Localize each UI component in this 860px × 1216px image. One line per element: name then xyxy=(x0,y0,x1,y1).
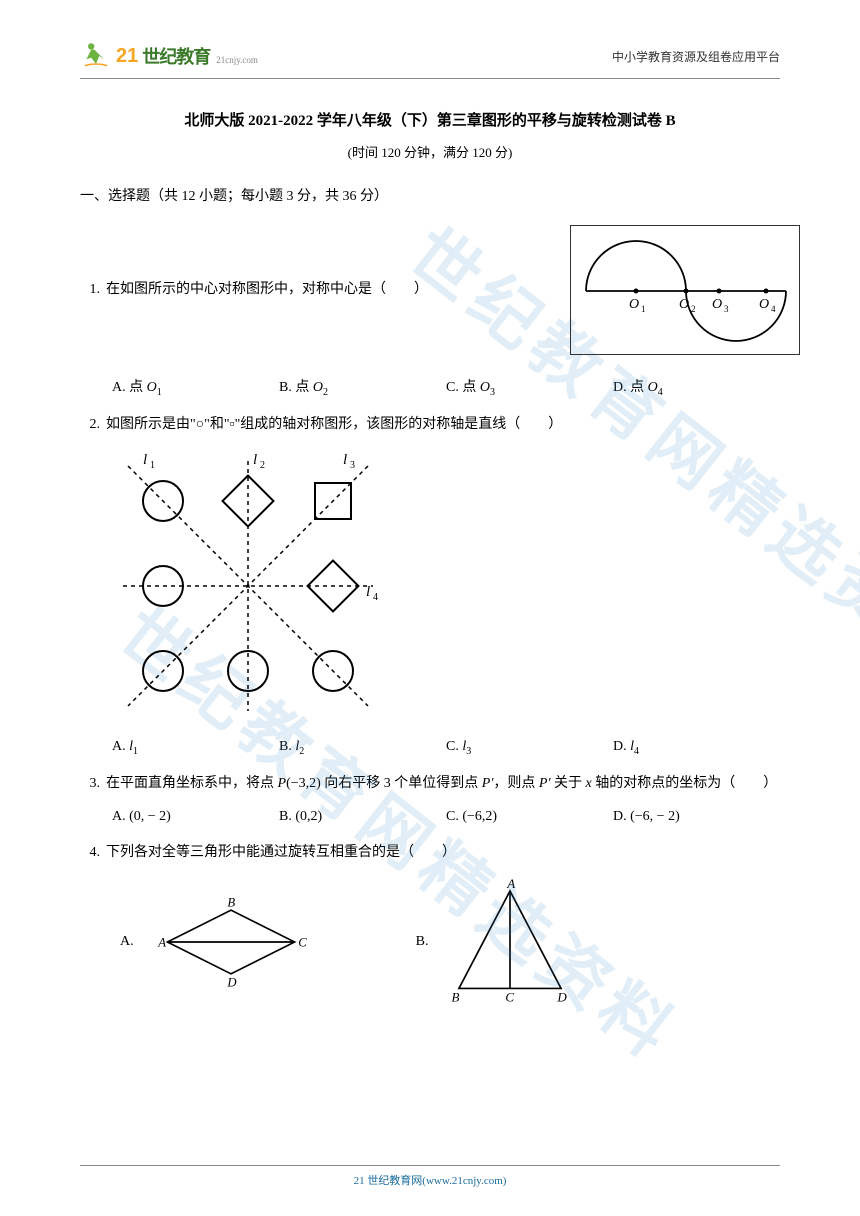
q2-number: 2. xyxy=(80,412,106,439)
q1-opt-a: A. 点 O1 xyxy=(112,375,279,402)
svg-text:3: 3 xyxy=(350,460,355,471)
q2-opt-d: D. l4 xyxy=(613,734,780,761)
page-footer: 21 世纪教育网(www.21cnjy.com) xyxy=(80,1165,780,1188)
svg-text:2: 2 xyxy=(260,460,265,471)
svg-text:C: C xyxy=(298,936,307,950)
q4-opt-b: B. A B C D xyxy=(416,877,581,1007)
svg-text:3: 3 xyxy=(724,304,729,314)
q2-figure: l1 l2 l3 l4 xyxy=(108,446,388,726)
svg-text:B: B xyxy=(452,989,460,1004)
q4-figures: A. A B C D B. A B C D xyxy=(120,877,780,1007)
q1-number: 1. xyxy=(80,277,106,304)
q2-text: 如图所示是由"○"和"▫"组成的轴对称图形，该图形的对称轴是直线（ ） xyxy=(106,412,780,439)
q1-text: 在如图所示的中心对称图形中，对称中心是（ ） xyxy=(106,277,570,304)
page-header: 21 世纪教育 21cnjy.com 中小学教育资源及组卷应用平台 xyxy=(80,40,780,79)
logo-21: 21 xyxy=(116,45,138,68)
svg-text:l: l xyxy=(343,452,347,468)
section-1-heading: 一、选择题（共 12 小题；每小题 3 分，共 36 分） xyxy=(80,185,780,205)
q2-options: A. l1 B. l2 C. l3 D. l4 xyxy=(112,734,780,761)
q3-options: A. (0, − 2) B. (0,2) C. (−6,2) D. (−6, −… xyxy=(112,804,780,831)
q2-opt-c: C. l3 xyxy=(446,734,613,761)
logo: 21 世纪教育 21cnjy.com xyxy=(80,40,258,72)
q1-opt-c: C. 点 O3 xyxy=(446,375,613,402)
logo-text: 世纪教育 xyxy=(142,43,210,69)
svg-text:1: 1 xyxy=(641,304,646,314)
q3-opt-b: B. (0,2) xyxy=(279,804,446,831)
q3-number: 3. xyxy=(80,771,106,798)
question-4: 4. 下列各对全等三角形中能通过旋转互相重合的是（ ） A. A B C D B… xyxy=(80,840,780,1007)
q2-opt-b: B. l2 xyxy=(279,734,446,761)
svg-text:1: 1 xyxy=(150,460,155,471)
q4-number: 4. xyxy=(80,840,106,867)
logo-icon xyxy=(80,40,112,72)
q4-figure-b: A B C D xyxy=(440,877,580,1007)
q1-figure: O1 O2 O3 O4 xyxy=(570,225,800,355)
svg-text:D: D xyxy=(557,989,568,1004)
logo-sub: 21cnjy.com xyxy=(216,55,258,65)
svg-text:l: l xyxy=(143,452,147,468)
svg-text:C: C xyxy=(506,989,515,1004)
svg-text:O: O xyxy=(679,297,689,312)
svg-text:B: B xyxy=(227,896,235,910)
svg-text:2: 2 xyxy=(691,304,696,314)
header-right-text: 中小学教育资源及组卷应用平台 xyxy=(612,48,780,65)
paper-subtitle: (时间 120 分钟，满分 120 分) xyxy=(80,142,780,161)
q4-text: 下列各对全等三角形中能通过旋转互相重合的是（ ） xyxy=(106,840,780,867)
svg-text:l: l xyxy=(253,452,257,468)
q3-opt-c: C. (−6,2) xyxy=(446,804,613,831)
svg-text:D: D xyxy=(226,976,236,990)
svg-text:O: O xyxy=(759,297,769,312)
q4-opt-a: A. A B C D xyxy=(120,877,316,1007)
svg-text:4: 4 xyxy=(373,592,378,603)
q3-opt-a: A. (0, − 2) xyxy=(112,804,279,831)
q2-opt-a: A. l1 xyxy=(112,734,279,761)
question-1: 1. 在如图所示的中心对称图形中，对称中心是（ ） O1 O2 O3 O4 xyxy=(80,225,780,402)
paper-title: 北师大版 2021-2022 学年八年级（下）第三章图形的平移与旋转检测试卷 B xyxy=(80,109,780,130)
page: 21 世纪教育 21cnjy.com 中小学教育资源及组卷应用平台 北师大版 2… xyxy=(0,0,860,1047)
svg-text:4: 4 xyxy=(771,304,776,314)
q1-opt-d: D. 点 O4 xyxy=(613,375,780,402)
question-2: 2. 如图所示是由"○"和"▫"组成的轴对称图形，该图形的对称轴是直线（ ） xyxy=(80,412,780,761)
svg-text:A: A xyxy=(507,877,516,891)
q3-opt-d: D. (−6, − 2) xyxy=(613,804,780,831)
svg-text:O: O xyxy=(629,297,639,312)
question-3: 3. 在平面直角坐标系中，将点 P(−3,2) 向右平移 3 个单位得到点 P′… xyxy=(80,771,780,830)
q1-opt-b: B. 点 O2 xyxy=(279,375,446,402)
q4-figure-a: A B C D xyxy=(146,892,316,992)
q1-options: A. 点 O1 B. 点 O2 C. 点 O3 D. 点 O4 xyxy=(112,375,780,402)
svg-text:l: l xyxy=(366,584,370,600)
svg-text:O: O xyxy=(712,297,722,312)
q3-text: 在平面直角坐标系中，将点 P(−3,2) 向右平移 3 个单位得到点 P′，则点… xyxy=(106,771,780,798)
svg-text:A: A xyxy=(157,936,166,950)
